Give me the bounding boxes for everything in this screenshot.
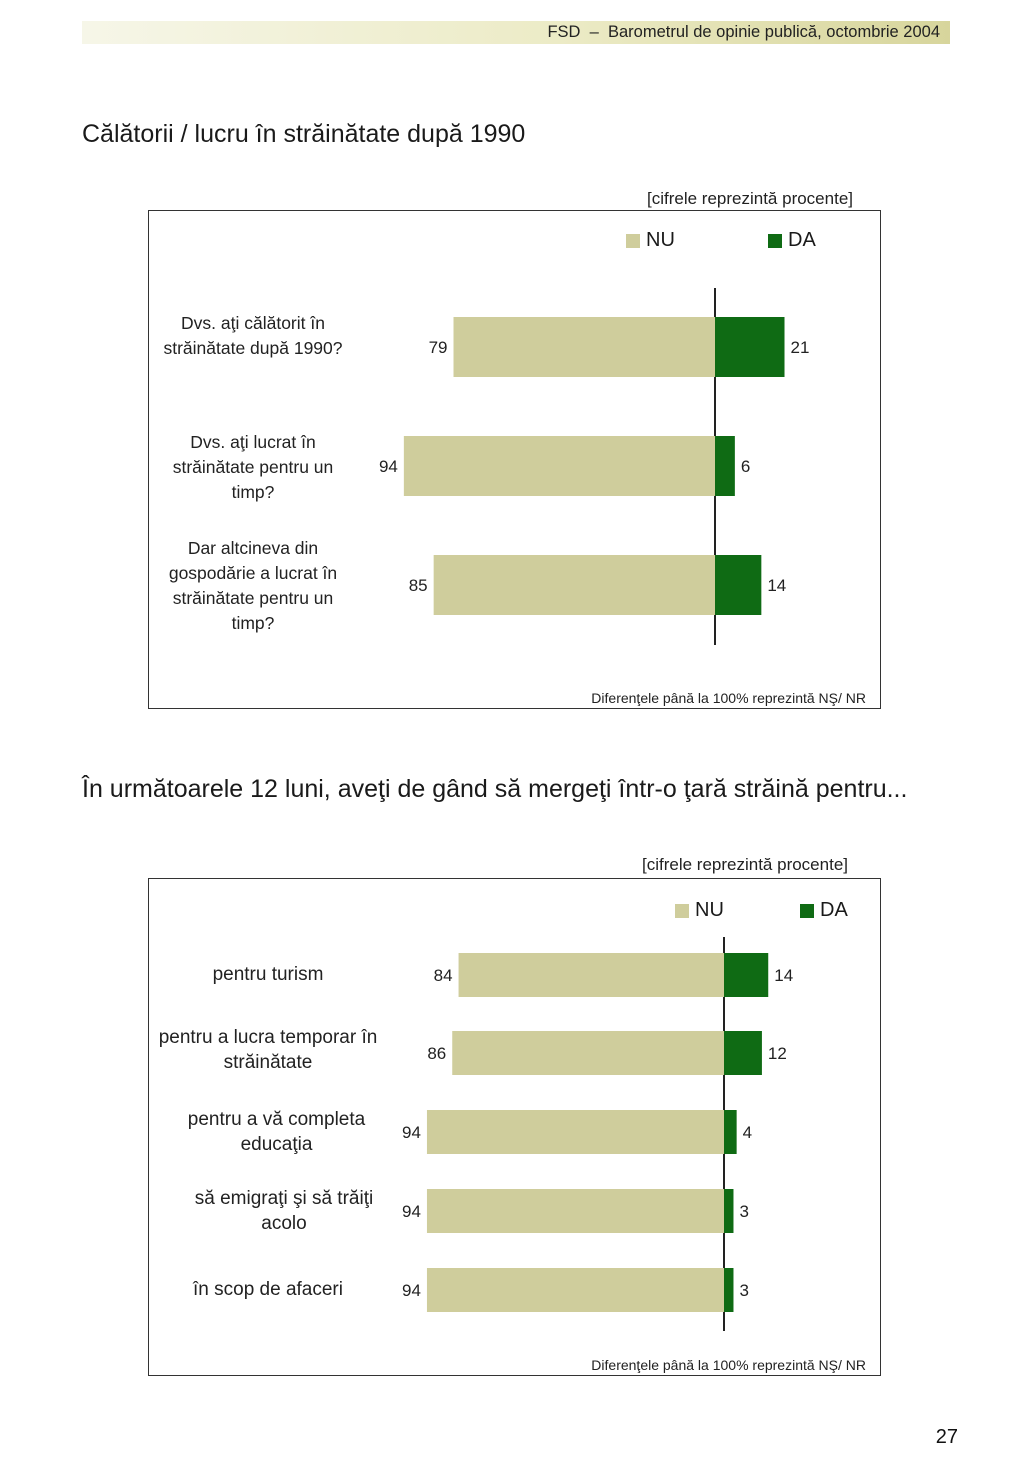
- chart2-plot: 84 14 86 12 94 4 94 3 94 3: [402, 937, 793, 1331]
- chart1-value-label-da: 14: [767, 576, 786, 595]
- chart1-bar-nu: [403, 436, 715, 496]
- chart1-category-label: Dvs. aţi călătorit în străinătate după 1…: [163, 313, 343, 358]
- chart2-category-label: pentru turism: [212, 964, 324, 985]
- chart1-legend-nu-swatch: [626, 233, 640, 248]
- chart1-legend-da: DA: [768, 229, 816, 252]
- chart1-bar-da: [715, 436, 735, 496]
- chart2-legend-da-label: DA: [820, 899, 848, 921]
- chart2-bar-nu: [458, 953, 724, 997]
- chart1-legend-nu-label: NU: [646, 229, 675, 251]
- chart1-category-label: Dvs. aţi lucrat în străinătate pentru un…: [172, 432, 334, 502]
- chart2-category-label: pentru a lucra temporar în străinătate: [158, 1027, 378, 1073]
- chart2-category-label: să emigraţi şi să trăiţi acolo: [194, 1188, 374, 1234]
- chart1-bar-da: [715, 317, 785, 377]
- chart2-footnote: Diferenţele până la 100% reprezintă NŞ/ …: [591, 1357, 866, 1373]
- chart2-bar-da: [724, 1110, 737, 1154]
- chart1-unit-note: [cifrele reprezintă procente]: [647, 189, 853, 208]
- chart1-value-label-nu: 79: [429, 338, 448, 357]
- chart2-bar-da: [724, 1031, 762, 1075]
- chart2-value-label-nu: 94: [402, 1281, 421, 1300]
- chart2-category-label: în scop de afaceri: [193, 1279, 343, 1300]
- page-header: FSD – Barometrul de opinie publică, octo…: [82, 21, 950, 44]
- chart2-value-label-nu: 84: [434, 966, 453, 985]
- chart2-value-label-da: 4: [743, 1123, 752, 1142]
- chart1-plot: 79 21 94 6 85 14: [379, 288, 810, 645]
- chart2-bar-nu: [426, 1189, 724, 1233]
- chart2-legend-nu-swatch: [675, 903, 689, 918]
- chart1-value-label-nu: 94: [379, 457, 398, 476]
- chart2-bar-nu: [426, 1268, 724, 1312]
- page-number: 27: [935, 1426, 958, 1448]
- chart2-value-label-da: 3: [739, 1281, 748, 1300]
- chart2-bar-nu: [426, 1110, 724, 1154]
- chart2-bar-da: [724, 1268, 734, 1312]
- chart2-bar-da: [724, 953, 769, 997]
- chart2-bar-da: [724, 1189, 734, 1233]
- chart2-value-label-da: 14: [774, 966, 793, 985]
- chart2-value-label-nu: 94: [402, 1202, 421, 1221]
- chart1-legend-nu: NU: [626, 229, 675, 252]
- chart2-legend-da-swatch: [800, 903, 814, 918]
- chart2-value-label-da: 12: [768, 1044, 787, 1063]
- header-text: FSD – Barometrul de opinie publică, octo…: [547, 23, 940, 41]
- chart1-bar-nu: [433, 555, 715, 615]
- chart1-title: Călătorii / lucru în străinătate după 19…: [82, 120, 526, 148]
- chart2-legend-nu-label: NU: [695, 899, 724, 921]
- chart1-footnote: Diferenţele până la 100% reprezintă NŞ/ …: [591, 690, 866, 706]
- chart1-bar-da: [715, 555, 762, 615]
- chart1-frame: NU DA Dvs. aţi călătorit în străinătate …: [148, 210, 881, 709]
- chart2-category-label: pentru a vă completa educaţia: [187, 1109, 366, 1155]
- chart2-legend-da: DA: [800, 899, 848, 922]
- chart1-value-label-nu: 85: [409, 576, 428, 595]
- chart1-value-label-da: 6: [741, 457, 750, 476]
- chart1-bar-nu: [453, 317, 715, 377]
- chart2-value-label-nu: 86: [427, 1044, 446, 1063]
- chart1-legend-da-swatch: [768, 233, 782, 248]
- chart2-bar-nu: [452, 1031, 724, 1075]
- chart1-category-label: Dar altcineva din gospodărie a lucrat în…: [168, 538, 338, 633]
- chart1-value-label-da: 21: [791, 338, 810, 357]
- chart2-value-label-nu: 94: [402, 1123, 421, 1142]
- chart2-value-label-da: 3: [739, 1202, 748, 1221]
- chart2-legend-nu: NU: [675, 899, 724, 922]
- chart2-frame: NU DA pentru turism pentru a lucra tempo…: [148, 878, 881, 1376]
- chart2-unit-note: [cifrele reprezintă procente]: [642, 855, 848, 874]
- chart1-legend-da-label: DA: [788, 229, 816, 251]
- chart2-title: În următoarele 12 luni, aveţi de gând să…: [82, 775, 908, 803]
